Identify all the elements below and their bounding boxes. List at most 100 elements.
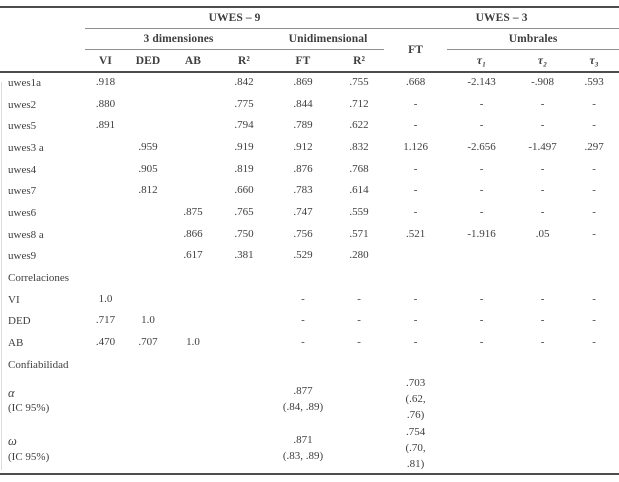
value-cell: .754 (.70, .81) [405,425,426,470]
value-cell: -2.656 [467,140,496,153]
value-cell [170,425,216,474]
value-cell [126,115,170,137]
value-cell: - [592,227,596,240]
unidimensional-subheader: Unidimensional [272,28,385,50]
value-cell: - [592,97,596,110]
table-row: ω (IC 95%) .871 (.83, .89) .754 (.70, .81) [0,425,619,474]
table-row: uwes8 a .866 .750 .756 .571 .521 -1.916 .05 - [0,224,619,246]
table-row: uwes6 .875 .765 .747 .559 - - - - [0,202,619,224]
value-cell: -.908 [531,76,555,89]
row-label: uwes2 [8,98,37,111]
value-cell [85,180,126,202]
value-cell [334,425,384,474]
value-cell: .768 [349,162,369,175]
value-cell [126,224,170,246]
value-cell [126,202,170,224]
value-cell: - [540,292,545,305]
value-cell [216,267,272,289]
value-cell: - [479,336,484,349]
value-cell [334,267,384,289]
value-cell [216,354,272,376]
tau2-column-header: τ₂ [537,54,548,67]
value-cell: .529 [293,249,313,262]
value-cell [216,311,272,333]
value-cell [216,289,272,311]
value-cell [170,137,216,159]
value-cell: - [413,206,418,218]
value-cell [516,425,569,474]
ci-label: (IC 95%) [8,402,50,415]
value-cell: .765 [234,206,254,218]
value-cell [85,246,126,268]
table-row: VI 1.0 - - - - - - [0,289,619,311]
value-cell [85,267,126,289]
table-row: uwes7 .812 .660 .783 .614 - - - - [0,180,619,202]
value-cell: .381 [234,249,254,262]
value-cell: .794 [234,119,254,132]
value-cell [170,180,216,202]
tau1-column-header: τ₁ [476,54,487,67]
value-cell: 1.126 [403,140,428,153]
value-cell: .876 [293,162,313,175]
section-row: Correlaciones [0,267,619,289]
value-cell: .280 [349,249,369,262]
table-row: AB .470 .707 1.0 - - - - - - [0,332,619,354]
row-label: uwes5 [8,120,37,133]
value-cell: - [540,162,545,175]
row-label: uwes6 [8,206,37,219]
value-cell [126,289,170,311]
table-row: uwes1a .918 .842 .869 .755 .668 -2.143 -.908 .59… [0,72,619,94]
table-body: uwes1a .918 .842 .869 .755 .668 -2.143 -.908 .59… [0,72,619,474]
r2-uni-column-header: R² [353,54,366,67]
value-cell [85,202,126,224]
r2-3dim-column-header: R² [238,54,250,67]
value-cell [569,425,619,474]
section-row: Confiabilidad [0,354,619,376]
value-cell: .660 [234,184,254,197]
value-cell [384,246,447,268]
ft-uni-column-header: FT [295,54,311,67]
value-cell [85,137,126,159]
value-cell: - [592,184,596,197]
row-label: VI [8,293,20,306]
value-cell: .842 [234,76,254,89]
value-cell: .707 [138,336,158,349]
value-cell: .05 [535,227,550,240]
value-cell [170,267,216,289]
table-row: uwes2 .880 .775 .844 .712 - - - - [0,94,619,116]
ab-column-header: AB [184,54,202,67]
value-cell [384,354,447,376]
value-cell [170,354,216,376]
value-cell: - [413,184,418,197]
tau3-column-header: τ₃ [589,54,599,67]
value-cell: .912 [293,140,313,153]
value-cell: .593 [584,76,604,89]
value-cell [126,354,170,376]
column-header-row: VI DED AB R² FT R² τ₁ τ₂ τ₃ [0,50,619,73]
subgroup-header-row: 3 dimensiones Unidimensional FT Umbrales [0,28,619,56]
value-cell: - [479,184,484,197]
row-label: uwes8 a [8,228,44,241]
value-cell: .617 [183,249,203,262]
value-cell [170,159,216,181]
value-cell: .775 [234,97,254,110]
value-cell: .871 (.83, .89) [282,433,324,462]
table-row: uwes4 .905 .819 .876 .768 - - - - [0,159,619,181]
value-cell: .919 [234,140,254,153]
value-cell [85,425,126,474]
value-cell [170,94,216,116]
value-cell: - [540,119,545,132]
value-cell: - [357,292,361,305]
value-cell: - [479,162,484,175]
value-cell: - [479,97,484,110]
value-cell: - [413,336,418,349]
value-cell: .866 [183,227,203,240]
value-cell [85,159,126,181]
value-cell: -1.916 [467,227,496,240]
table-row: uwes5 .891 .794 .789 .622 - - - - [0,115,619,137]
ci-label: (IC 95%) [8,450,50,463]
table-row: DED .717 1.0 - - - - - - [0,311,619,333]
value-cell: .959 [138,140,158,153]
value-cell: .622 [349,119,369,132]
value-cell [216,332,272,354]
